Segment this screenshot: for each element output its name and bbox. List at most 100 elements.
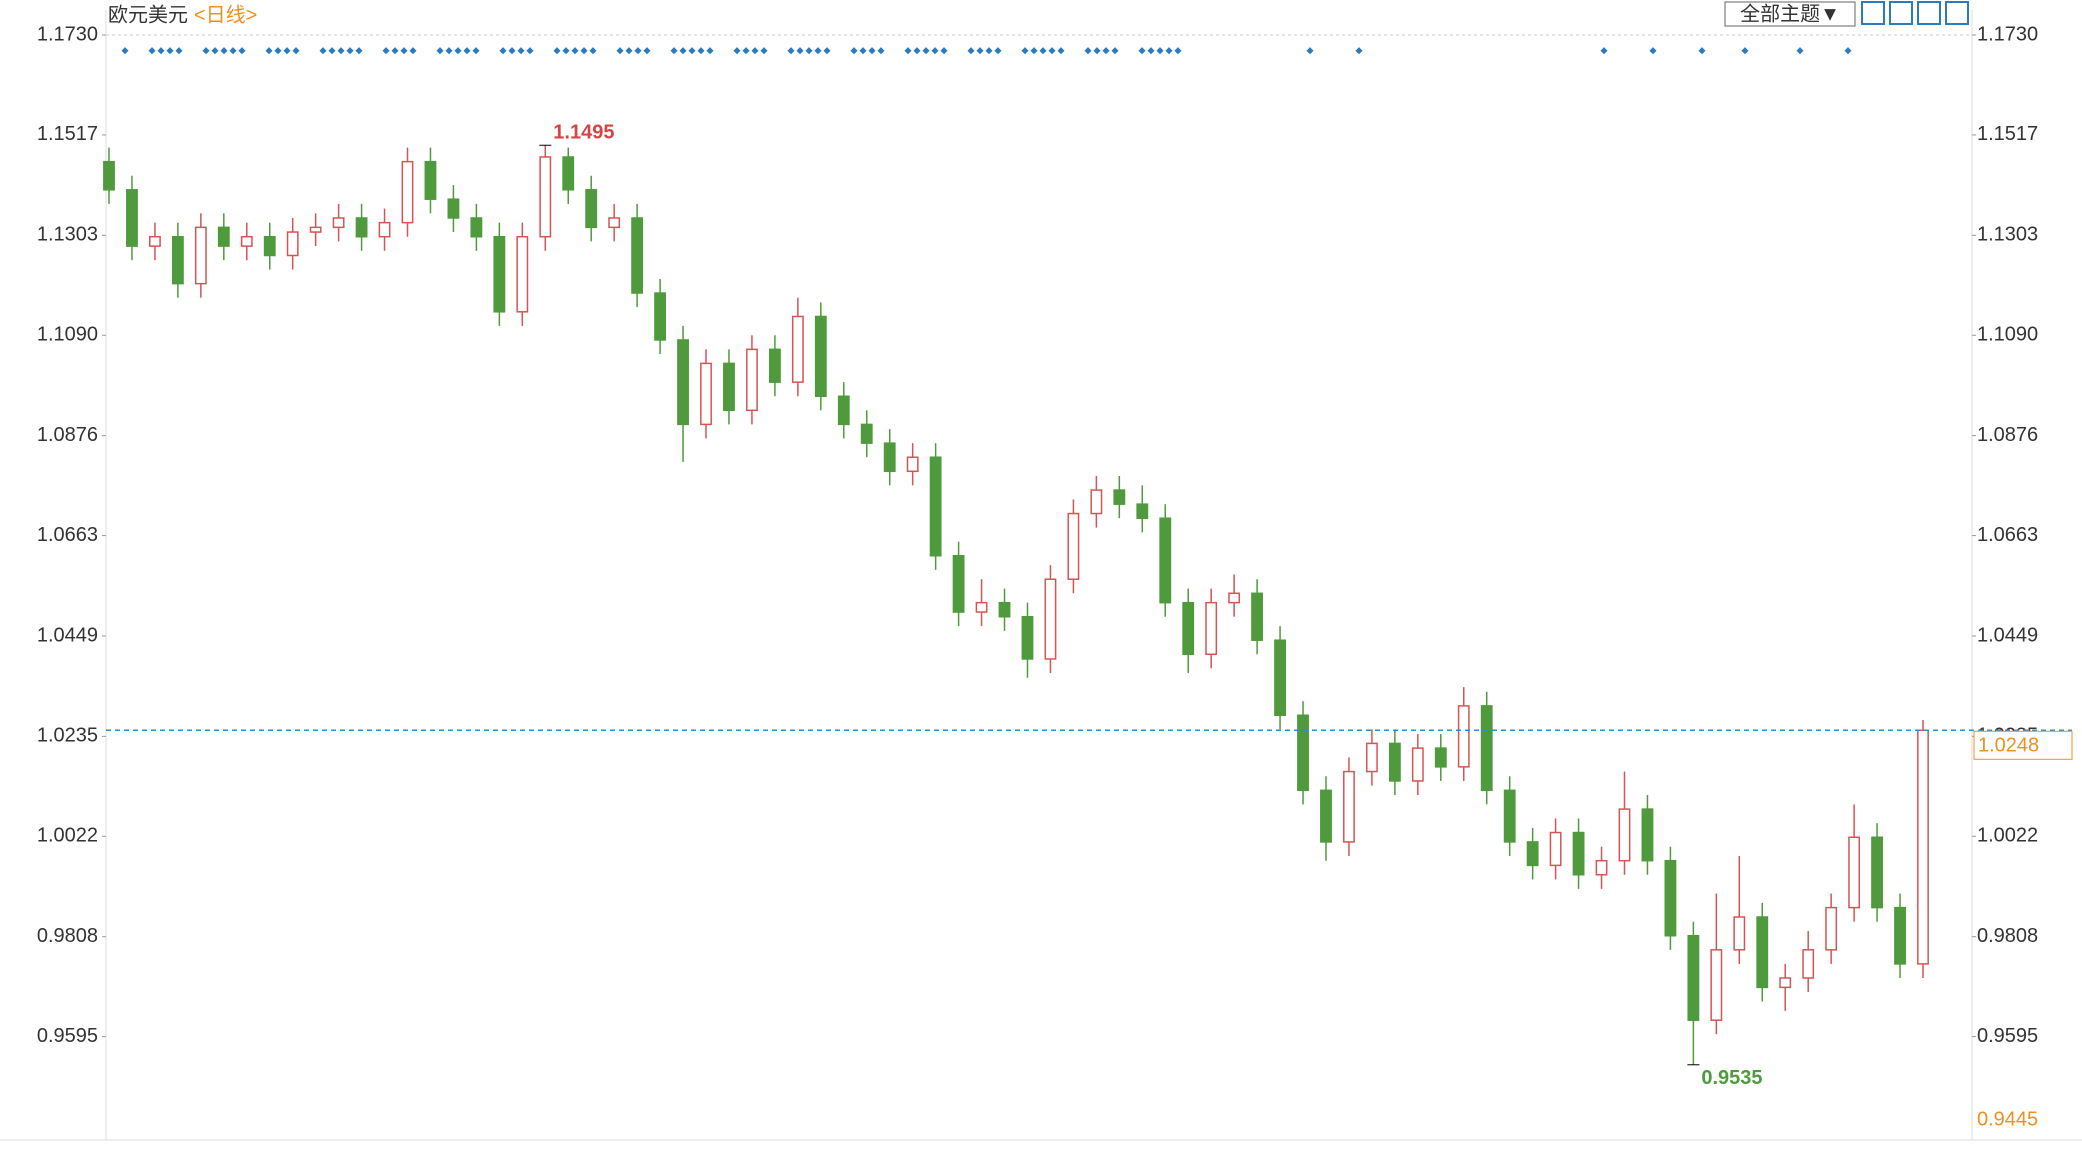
- candle-body: [654, 292, 667, 341]
- event-dot: [787, 47, 795, 55]
- event-dot: [517, 47, 525, 55]
- y-tick-label-right: 1.1303: [1977, 224, 2038, 246]
- event-dot: [823, 47, 831, 55]
- event-dot: [634, 47, 642, 55]
- event-dot: [157, 47, 165, 55]
- candle-body: [883, 442, 896, 473]
- y-range-bottom-label: 0.9445: [1977, 1108, 2038, 1130]
- candle-body: [1779, 977, 1792, 989]
- event-dot: [859, 47, 867, 55]
- candle-body: [447, 198, 460, 219]
- theme-button[interactable]: [1724, 1, 1856, 27]
- candle-body: [516, 235, 529, 313]
- candle-body: [355, 217, 368, 238]
- event-dot: [967, 47, 975, 55]
- tool-icon[interactable]: [1945, 1, 1969, 25]
- event-dot: [589, 47, 597, 55]
- event-dot: [877, 47, 885, 55]
- candle-body: [1526, 841, 1539, 867]
- candle-body: [768, 348, 781, 383]
- event-dot: [868, 47, 876, 55]
- candle-body: [1848, 836, 1861, 909]
- last-price-box: [1973, 730, 2073, 760]
- y-tick-label: 1.0022: [37, 825, 98, 847]
- event-dot: [805, 47, 813, 55]
- candle-body: [171, 235, 184, 285]
- tool-icon[interactable]: [1889, 1, 1913, 25]
- event-dot: [265, 47, 273, 55]
- low-label: 0.9535: [1701, 1067, 1762, 1089]
- event-dot: [319, 47, 327, 55]
- event-dot: [472, 47, 480, 55]
- y-tick-label: 1.0876: [37, 424, 98, 446]
- candle-body: [998, 601, 1011, 618]
- candle-body: [631, 217, 644, 294]
- event-dot: [670, 47, 678, 55]
- candle-body: [1388, 742, 1401, 782]
- event-dot: [688, 47, 696, 55]
- event-dot: [508, 47, 516, 55]
- candle-body: [608, 217, 621, 229]
- candle-body: [906, 456, 919, 473]
- event-dot: [400, 47, 408, 55]
- event-dot: [328, 47, 336, 55]
- y-tick-label-right: 1.1090: [1977, 324, 2038, 346]
- event-dot: [337, 47, 345, 55]
- event-dot: [166, 47, 174, 55]
- event-dot: [913, 47, 921, 55]
- candle-body: [401, 160, 414, 224]
- event-dot: [796, 47, 804, 55]
- tool-icon[interactable]: [1917, 1, 1941, 25]
- candle-body: [1825, 906, 1838, 951]
- event-dot: [220, 47, 228, 55]
- candle-body: [1159, 517, 1172, 604]
- event-dot: [850, 47, 858, 55]
- tool-icon[interactable]: [1861, 1, 1885, 25]
- y-tick-label-right: 1.1517: [1977, 123, 2038, 145]
- event-dot: [202, 47, 210, 55]
- event-dot: [382, 47, 390, 55]
- candle-body: [286, 231, 299, 257]
- candle-body: [149, 235, 161, 247]
- candle-body: [700, 362, 712, 426]
- candle-body: [677, 339, 689, 426]
- event-dot: [976, 47, 984, 55]
- candle-body: [1411, 747, 1424, 782]
- candle-body: [1434, 747, 1447, 768]
- y-tick-label: 1.1517: [37, 123, 98, 145]
- candle-body: [1090, 489, 1103, 515]
- candle-body: [791, 315, 804, 383]
- event-dot: [175, 47, 183, 55]
- event-dot: [562, 47, 570, 55]
- candle-body: [1917, 729, 1929, 965]
- candle-body: [126, 189, 138, 247]
- candle-body: [860, 423, 873, 444]
- candle-body: [1687, 935, 1700, 1021]
- event-dot: [292, 47, 300, 55]
- event-dot: [733, 47, 741, 55]
- candle-body: [1549, 831, 1562, 867]
- event-dot: [274, 47, 282, 55]
- event-dot: [409, 47, 417, 55]
- event-dot: [940, 47, 948, 55]
- candle-body: [1297, 714, 1309, 792]
- candle-body: [723, 362, 735, 412]
- candle-body: [975, 601, 988, 613]
- candle-body: [1756, 916, 1769, 989]
- candle-body: [837, 395, 850, 426]
- event-dot: [463, 47, 471, 55]
- event-dot: [985, 47, 993, 55]
- y-tick-label: 1.1303: [37, 224, 98, 246]
- candle-body: [1113, 489, 1126, 505]
- candle-body: [1618, 808, 1631, 862]
- event-dot: [211, 47, 219, 55]
- theme-button-label[interactable]: 全部主题▼: [1740, 2, 1840, 25]
- candle-body: [1641, 808, 1654, 862]
- candle-body: [103, 160, 115, 191]
- event-dot: [499, 47, 507, 55]
- candle-body: [1480, 705, 1493, 792]
- candle-body: [1894, 906, 1906, 965]
- candle-body: [1182, 601, 1195, 656]
- y-tick-label: 1.1730: [37, 23, 98, 45]
